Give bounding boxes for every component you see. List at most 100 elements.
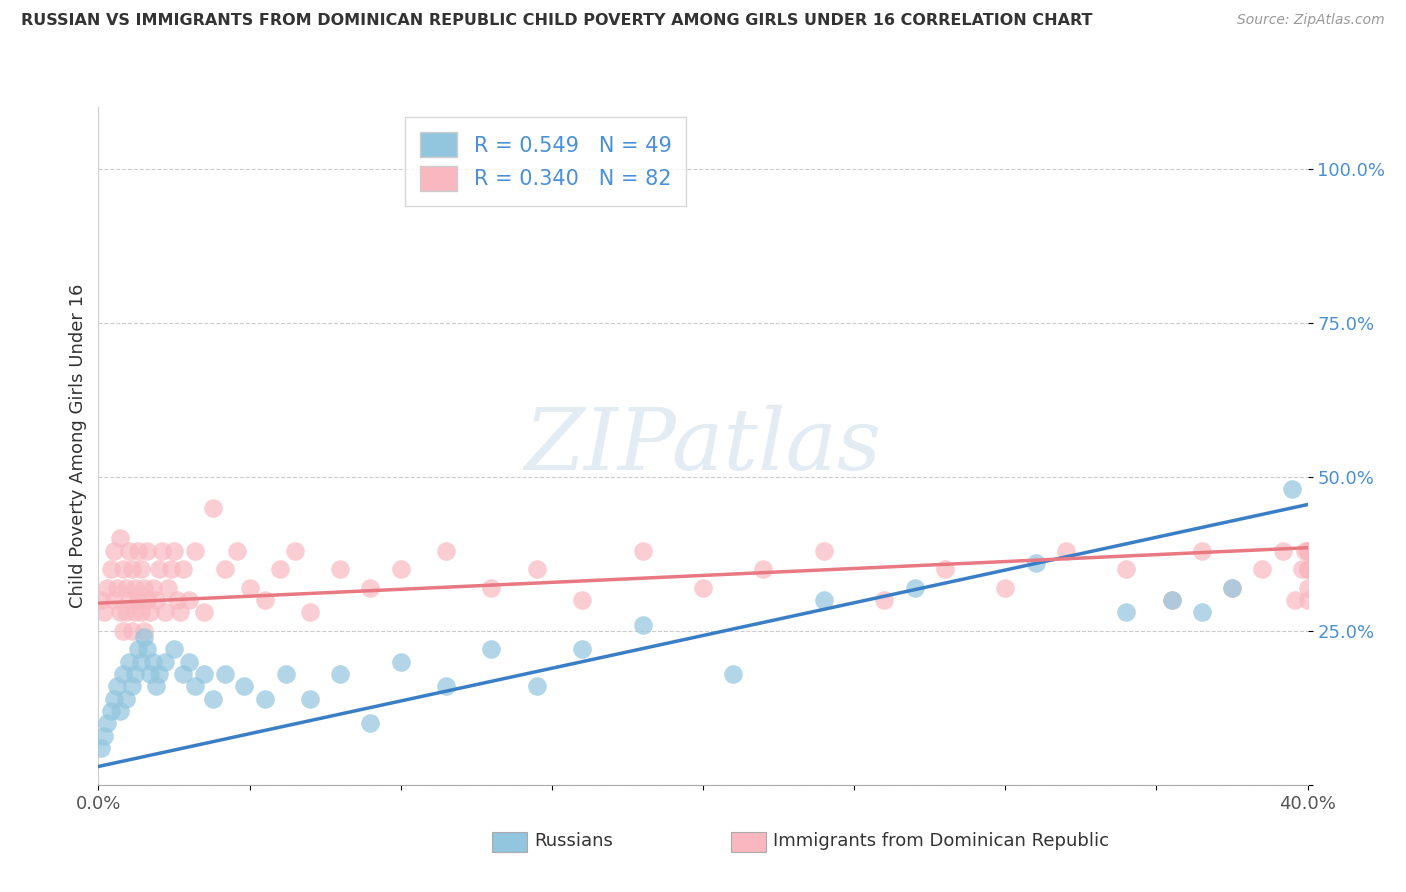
- Point: [269, 562, 291, 576]
- Point: [1191, 543, 1213, 558]
- Point: [105, 679, 128, 693]
- Point: [124, 667, 146, 681]
- Point: [1281, 482, 1303, 496]
- Point: [1115, 562, 1137, 576]
- Point: [142, 581, 165, 595]
- Point: [111, 562, 134, 576]
- Point: [135, 543, 157, 558]
- Point: [90, 741, 112, 756]
- Point: [129, 606, 152, 620]
- Point: [226, 543, 249, 558]
- Point: [127, 543, 149, 558]
- Point: [873, 593, 896, 607]
- Point: [360, 716, 382, 731]
- Point: [118, 593, 141, 607]
- Point: [93, 606, 115, 620]
- Point: [135, 642, 157, 657]
- Point: [111, 667, 134, 681]
- Point: [1296, 562, 1319, 576]
- Point: [1296, 543, 1319, 558]
- Point: [153, 655, 176, 669]
- Point: [389, 562, 412, 576]
- Point: [299, 691, 322, 706]
- Point: [1296, 543, 1319, 558]
- Point: [239, 581, 262, 595]
- Point: [127, 593, 149, 607]
- Point: [108, 704, 131, 718]
- Point: [153, 606, 176, 620]
- Point: [150, 543, 173, 558]
- Point: [145, 593, 167, 607]
- Point: [1024, 556, 1046, 570]
- Point: [1160, 593, 1182, 607]
- Point: [1296, 562, 1319, 576]
- Point: [813, 593, 835, 607]
- Point: [434, 679, 457, 693]
- Point: [1115, 606, 1137, 620]
- Point: [135, 593, 157, 607]
- Point: [124, 606, 146, 620]
- Point: [127, 642, 149, 657]
- Point: [631, 617, 654, 632]
- Point: [481, 642, 503, 657]
- Point: [1220, 581, 1243, 595]
- Point: [96, 581, 118, 595]
- Point: [1284, 593, 1306, 607]
- Point: [132, 624, 155, 638]
- Point: [994, 581, 1017, 595]
- Point: [329, 562, 352, 576]
- Point: [1296, 562, 1319, 576]
- Point: [202, 500, 225, 515]
- Text: Source: ZipAtlas.com: Source: ZipAtlas.com: [1237, 13, 1385, 28]
- Point: [148, 667, 170, 681]
- Point: [214, 667, 236, 681]
- Text: Immigrants from Dominican Republic: Immigrants from Dominican Republic: [773, 832, 1109, 850]
- Point: [179, 593, 201, 607]
- Point: [692, 581, 714, 595]
- Point: [132, 630, 155, 644]
- Point: [108, 532, 131, 546]
- Point: [118, 655, 141, 669]
- Text: Russians: Russians: [534, 832, 613, 850]
- Text: RUSSIAN VS IMMIGRANTS FROM DOMINICAN REPUBLIC CHILD POVERTY AMONG GIRLS UNDER 16: RUSSIAN VS IMMIGRANTS FROM DOMINICAN REP…: [21, 13, 1092, 29]
- Point: [1054, 543, 1077, 558]
- Point: [118, 543, 141, 558]
- Point: [1296, 581, 1319, 595]
- Point: [1296, 593, 1319, 607]
- Point: [103, 543, 125, 558]
- Point: [1291, 562, 1313, 576]
- Point: [163, 543, 186, 558]
- Point: [172, 562, 194, 576]
- Point: [121, 679, 143, 693]
- Point: [813, 543, 835, 558]
- Point: [723, 667, 745, 681]
- Y-axis label: Child Poverty Among Girls Under 16: Child Poverty Among Girls Under 16: [69, 284, 87, 608]
- Point: [114, 691, 136, 706]
- Point: [904, 581, 927, 595]
- Point: [184, 679, 207, 693]
- Text: ZIPatlas: ZIPatlas: [524, 405, 882, 487]
- Point: [752, 562, 775, 576]
- Point: [103, 691, 125, 706]
- Point: [121, 624, 143, 638]
- Point: [163, 642, 186, 657]
- Point: [253, 691, 276, 706]
- Point: [360, 581, 382, 595]
- Point: [434, 543, 457, 558]
- Point: [1251, 562, 1274, 576]
- Point: [105, 581, 128, 595]
- Point: [232, 679, 254, 693]
- Point: [1272, 543, 1295, 558]
- Point: [114, 606, 136, 620]
- Point: [179, 655, 201, 669]
- Point: [202, 691, 225, 706]
- Point: [193, 667, 215, 681]
- Point: [111, 624, 134, 638]
- Point: [100, 704, 122, 718]
- Point: [299, 606, 322, 620]
- Point: [93, 729, 115, 743]
- Point: [166, 593, 188, 607]
- Point: [145, 679, 167, 693]
- Point: [1160, 593, 1182, 607]
- Point: [284, 543, 307, 558]
